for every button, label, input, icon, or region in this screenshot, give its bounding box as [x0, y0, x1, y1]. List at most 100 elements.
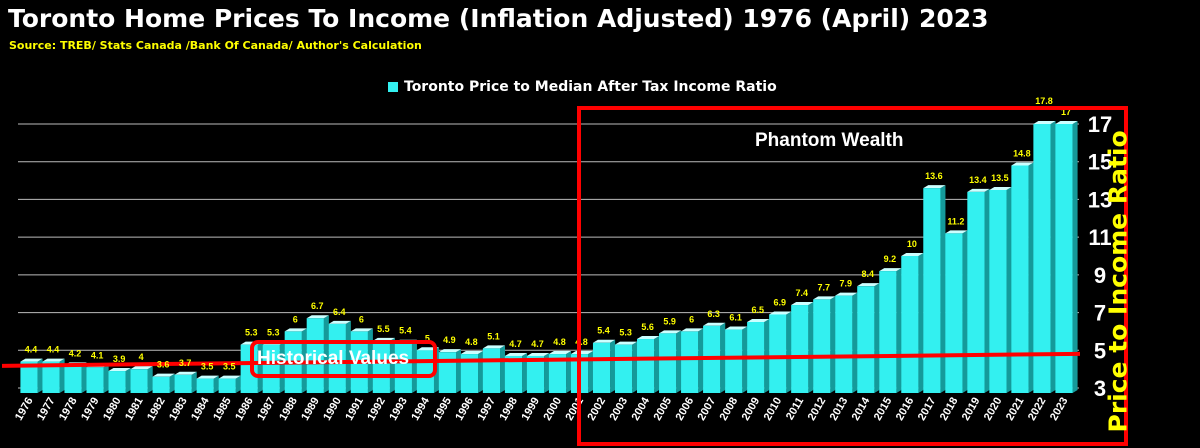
data-label-1992: 5.5 [377, 324, 390, 334]
data-label-2012: 7.7 [818, 282, 831, 292]
data-label-1979: 4.1 [91, 350, 104, 360]
y-axis-title: Price to Income Ratio [1103, 130, 1133, 433]
data-label-2010: 6.9 [773, 297, 786, 307]
bar-2020 [989, 187, 1012, 393]
data-label-1993: 5.4 [399, 326, 412, 336]
x-tick-label-1986: 1986 [233, 396, 256, 423]
data-label-1996: 4.8 [465, 337, 478, 347]
data-labels: 4.4 4.4 4.2 4.1 3.9 4 3.6 3.7 3.5 3.5 5.3 5.3 6 6.7 6.… [25, 96, 1071, 372]
chart-source: Source: TREB/ Stats Canada /Bank Of Cana… [9, 39, 422, 52]
bar-1997 [482, 345, 506, 393]
bar-1981 [130, 366, 153, 393]
data-label-1980: 3.9 [113, 354, 126, 364]
data-label-1990: 6.4 [333, 307, 346, 317]
reference-line [1, 351, 1081, 368]
x-tick-label-2011: 2011 [784, 396, 806, 423]
y-tick-label: 11 [1088, 225, 1111, 250]
legend: Toronto Price to Median After Tax Income… [388, 79, 777, 95]
data-label-2003: 5.3 [619, 328, 632, 338]
y-tick-label: 5 [1094, 338, 1106, 363]
x-tick-label-1993: 1993 [387, 396, 410, 423]
x-tick-label-2022: 2022 [1026, 396, 1049, 423]
data-label-2000: 4.8 [553, 337, 566, 347]
x-tick-label-1984: 1984 [189, 395, 212, 423]
bar-2010 [769, 311, 792, 393]
bar-2021 [1011, 162, 1034, 393]
data-label-1997: 5.1 [487, 331, 500, 341]
x-tick-label-2016: 2016 [894, 396, 917, 423]
data-label-2011: 7.4 [795, 288, 808, 298]
data-label-1982: 3.6 [157, 360, 170, 370]
bar-2018 [945, 230, 968, 393]
phantom-wealth-label: Phantom Wealth [755, 130, 904, 151]
x-tick-label-1978: 1978 [57, 396, 80, 423]
historical-values-box [250, 340, 437, 378]
bar-2014 [857, 283, 880, 393]
bar-2006 [681, 328, 704, 393]
data-label-1991: 6 [359, 314, 364, 324]
chart-title: Toronto Home Prices To Income (Inflation… [8, 4, 989, 33]
data-label-2001: 4.8 [575, 337, 588, 347]
x-tick-label-1976: 1976 [13, 396, 36, 423]
data-label-2017: 13.6 [925, 171, 943, 181]
data-label-2013: 7.9 [840, 279, 853, 289]
data-label-1999: 4.7 [531, 339, 544, 349]
bar-2012 [813, 296, 836, 393]
y-tick-label: 13 [1088, 187, 1112, 212]
data-label-1976: 4.4 [25, 345, 38, 355]
data-label-1995: 4.9 [443, 335, 456, 345]
y-tick-label: 7 [1094, 301, 1106, 326]
data-label-1977: 4.4 [47, 345, 60, 355]
bar-1995 [438, 349, 461, 393]
x-tick-label-1991: 1991 [343, 396, 366, 423]
data-label-2009: 6.5 [751, 305, 764, 315]
data-label-2021: 14.8 [1013, 148, 1031, 158]
x-tick-label-1995: 1995 [431, 396, 454, 423]
bar-2019 [967, 188, 990, 393]
bar-1985 [218, 375, 241, 393]
bar-2005 [659, 330, 682, 393]
bar-2013 [835, 292, 858, 393]
bar-1998 [504, 352, 528, 393]
historical-average-line [1, 351, 1081, 368]
x-tick-label-2020: 2020 [982, 396, 1005, 423]
data-label-1994: 5 [425, 333, 430, 343]
data-label-1984: 3.5 [201, 362, 214, 372]
x-tick-label-2003: 2003 [608, 396, 631, 423]
x-tick-label-2004: 2004 [630, 395, 653, 423]
bar-2002 [592, 339, 616, 393]
data-label-1988: 6 [293, 314, 298, 324]
x-tick-label-2023: 2023 [1048, 396, 1071, 423]
bar-2023 [1055, 121, 1078, 393]
bar-2022 [1033, 121, 1056, 393]
bar-1979 [86, 364, 109, 393]
data-label-2023: 17 [1061, 107, 1071, 117]
data-label-1981: 4 [139, 352, 144, 362]
data-label-2019: 13.4 [969, 175, 987, 185]
data-label-1978: 4.2 [69, 348, 82, 358]
x-tick-label-1985: 1985 [211, 396, 234, 423]
data-label-2008: 6.1 [729, 313, 742, 323]
x-tick-label-2005: 2005 [652, 396, 675, 423]
legend-label: Toronto Price to Median After Tax Income… [404, 79, 777, 95]
data-label-2004: 5.6 [641, 322, 654, 332]
x-tick-label-2021: 2021 [1004, 396, 1027, 423]
x-tick-label-1997: 1997 [475, 396, 498, 423]
bar-1996 [460, 351, 484, 393]
x-tick-label-1996: 1996 [453, 396, 476, 423]
x-tick-label-2019: 2019 [960, 396, 983, 423]
historical-values-label: Historical Values [257, 348, 410, 369]
bar-1999 [526, 352, 550, 393]
data-label-2020: 13.5 [991, 173, 1009, 183]
y-tick-label: 15 [1088, 150, 1112, 175]
bar-2003 [614, 341, 638, 393]
bar-2011 [791, 302, 814, 393]
data-label-1987: 5.3 [267, 328, 280, 338]
bar-1980 [108, 368, 131, 393]
x-tick-label-1980: 1980 [101, 396, 124, 423]
phantom-wealth-box [577, 106, 1128, 446]
data-label-1989: 6.7 [311, 301, 324, 311]
x-tick-label-1987: 1987 [255, 396, 278, 423]
x-tick-label-2002: 2002 [586, 396, 609, 423]
